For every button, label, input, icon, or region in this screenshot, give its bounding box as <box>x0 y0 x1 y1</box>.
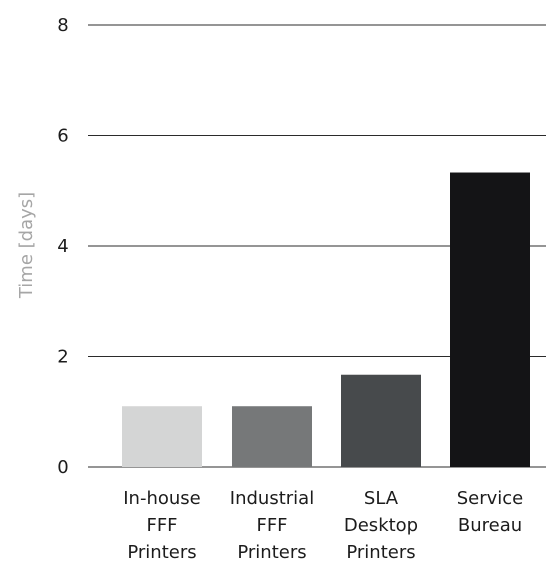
x-category-label: Industrial <box>230 488 314 509</box>
x-category-label: Bureau <box>458 515 522 536</box>
x-category-labels: In-house FFF Printers Industrial FFF Printers… <box>123 488 523 563</box>
y-tick-label: 6 <box>57 126 68 147</box>
x-category-label: Service <box>457 488 524 509</box>
x-category-label: Printers <box>346 542 415 563</box>
x-category-label: Printers <box>237 542 306 563</box>
bar-0 <box>122 406 202 467</box>
x-category-label: SLA <box>364 488 399 509</box>
bar-1 <box>232 406 312 467</box>
y-tick-label: 8 <box>57 15 68 36</box>
y-tick-labels: 0 2 4 6 8 <box>57 15 68 478</box>
y-axis-label: Time [days] <box>16 192 37 299</box>
bars <box>122 172 530 467</box>
x-category-label: Desktop <box>344 515 418 536</box>
x-category-label: FFF <box>146 515 177 536</box>
y-tick-label: 0 <box>57 457 68 478</box>
bar-3 <box>450 172 530 467</box>
x-category-label: FFF <box>256 515 287 536</box>
bar-2 <box>341 374 421 467</box>
x-category-label: Printers <box>127 542 196 563</box>
x-category-label: In-house <box>123 488 201 509</box>
y-tick-label: 4 <box>57 236 68 257</box>
y-tick-label: 2 <box>57 347 68 368</box>
